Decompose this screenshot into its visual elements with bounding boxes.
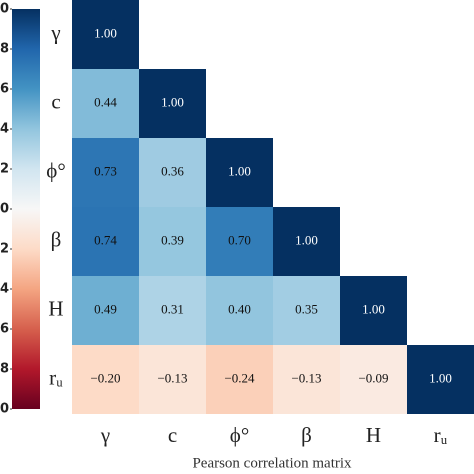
heatmap-cell [273,276,340,345]
y-tick-label: γ [50,20,60,44]
cell-value-label: 0.35 [295,301,318,316]
cell-value-label: 0.36 [161,163,184,178]
heatmap-cell [139,69,206,138]
x-tick-label: c [168,423,177,447]
y-tick-label: β [51,227,62,251]
heatmap-cell [139,207,206,276]
cell-value-label: 1.00 [362,301,385,316]
cell-value-label: −0.24 [224,370,255,385]
cell-value-label: −0.13 [157,370,187,385]
x-tick-label: ϕ° [230,423,249,447]
heatmap-cell [206,276,273,345]
heatmap-cell [72,138,139,207]
heatmap-cell [72,69,139,138]
colorbar-tick-label: 0.4 [0,122,9,137]
heatmap-cell [340,276,407,345]
heatmap-cell [206,345,273,414]
cell-value-label: −0.20 [90,370,120,385]
y-tick-label: ϕ° [46,158,65,182]
cell-value-label: 0.73 [94,163,117,178]
cell-value-label: 1.00 [228,163,251,178]
heatmap-cell [72,276,139,345]
cell-value-label: 0.39 [161,232,184,247]
colorbar-tick-label: −0.4 [0,282,9,297]
heatmap-cell [139,276,206,345]
heatmap-cell [206,207,273,276]
colorbar-tick-label: 0.0 [0,202,9,217]
x-tick-label: rᵤ [434,423,448,447]
heatmap-cell [72,207,139,276]
colorbar-tick-label: 1.0 [0,2,9,17]
x-tick-label: β [301,423,312,447]
cell-value-label: 0.49 [94,301,117,316]
heatmap-cell [273,207,340,276]
cell-value-label: 1.00 [295,232,318,247]
colorbar-tick-label: −0.2 [0,242,9,257]
cell-value-label: −0.13 [291,370,321,385]
colorbar-tick-label: −1.0 [0,402,9,417]
cell-value-label: 0.74 [94,232,117,247]
heatmap-cell [72,345,139,414]
heatmap-cell [340,345,407,414]
heatmap-cell [72,0,139,69]
cell-value-label: −0.09 [358,370,388,385]
x-axis-title: Pearson correlation matrix [192,455,352,471]
colorbar-tick-label: 0.2 [0,162,9,177]
colorbar-tick-label: 0.6 [0,82,9,97]
cell-value-label: 0.40 [228,301,251,316]
heatmap-cell [139,345,206,414]
colorbar-tick-label: −0.8 [0,362,9,377]
heatmap-cell [407,345,474,414]
cell-value-label: 0.31 [161,301,184,316]
x-tick-label: γ [100,423,110,447]
heatmap-cell [139,138,206,207]
y-tick-label: rᵤ [49,365,63,389]
colorbar-tick-label: −0.6 [0,322,9,337]
y-tick-label: c [51,89,60,113]
colorbar [12,9,40,409]
cell-value-label: 0.70 [228,232,251,247]
cell-value-label: 1.00 [161,94,184,109]
cell-value-label: 1.00 [429,370,452,385]
colorbar-tick-label: 0.8 [0,42,9,57]
heatmap-cell [206,138,273,207]
cell-value-label: 1.00 [94,25,117,40]
heatmap-cell [273,345,340,414]
y-tick-label: H [48,296,63,320]
cell-value-label: 0.44 [94,94,117,109]
x-tick-label: H [366,423,381,447]
